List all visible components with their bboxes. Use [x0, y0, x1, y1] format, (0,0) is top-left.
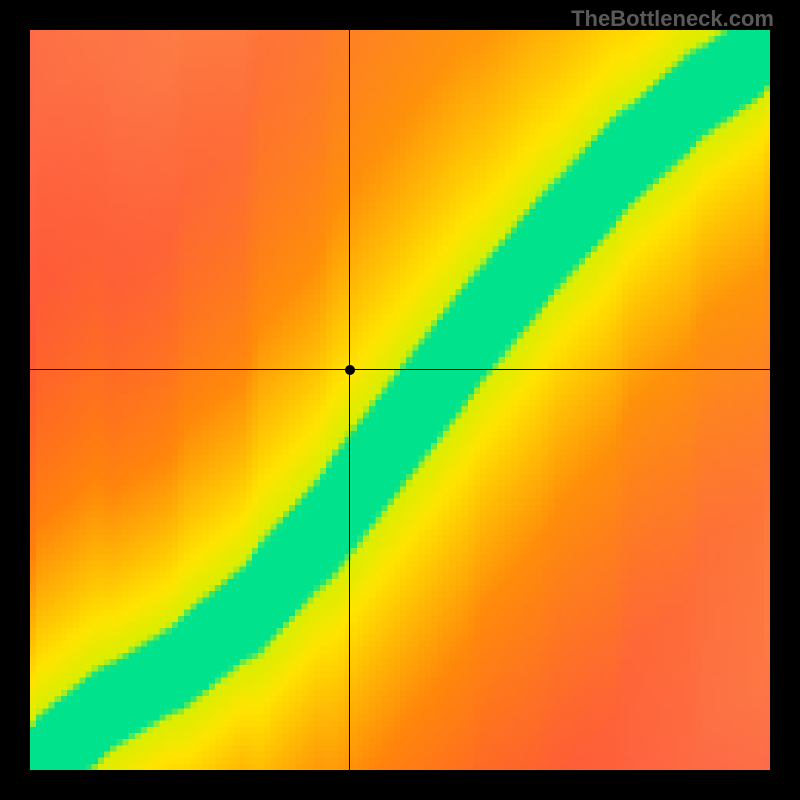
plot-area — [30, 30, 770, 770]
data-point — [345, 365, 355, 375]
heatmap-canvas — [30, 30, 770, 770]
chart-container: TheBottleneck.com — [0, 0, 800, 800]
crosshair-vertical — [349, 30, 350, 770]
watermark-text: TheBottleneck.com — [571, 6, 774, 32]
crosshair-horizontal — [30, 369, 770, 370]
